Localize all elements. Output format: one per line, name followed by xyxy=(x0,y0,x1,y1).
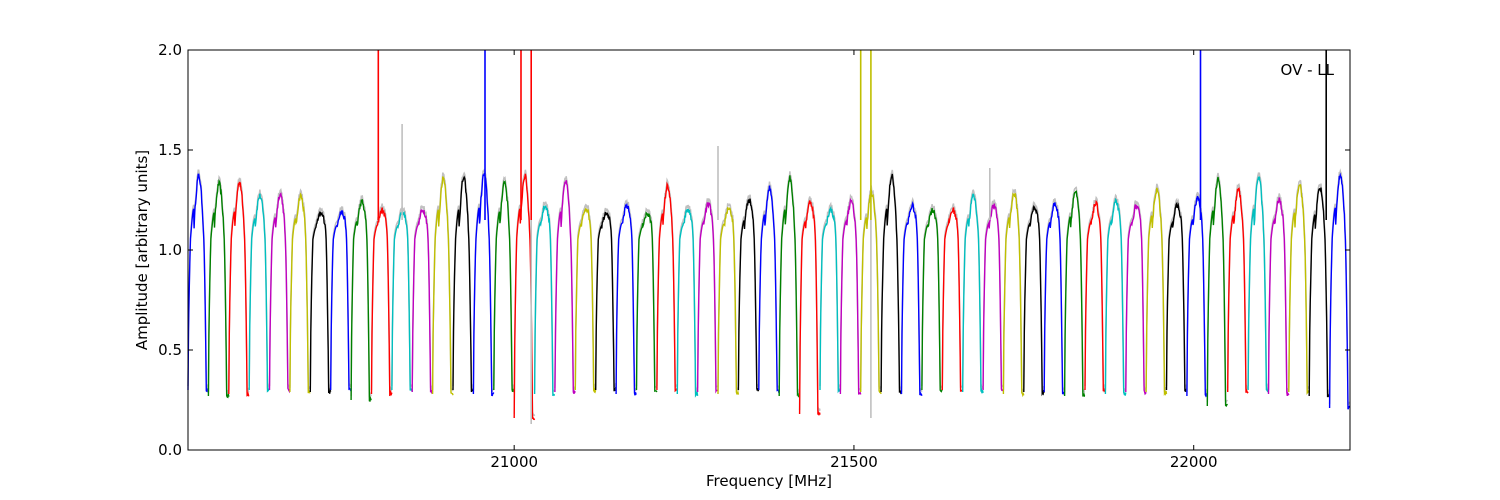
channel-trace-6 xyxy=(309,210,332,394)
channel-trace-52 xyxy=(1247,176,1270,393)
channel-trace-43 xyxy=(1063,190,1086,397)
channel-trace-14 xyxy=(472,172,495,397)
channel-trace-45 xyxy=(1104,197,1127,396)
channel-trace-54 xyxy=(1288,183,1310,396)
channel-trace-50 xyxy=(1206,176,1228,408)
channel-trace-51 xyxy=(1226,187,1249,394)
channel-trace-7 xyxy=(330,209,352,392)
channel-trace-48 xyxy=(1165,201,1188,393)
channel-trace-32 xyxy=(839,197,862,395)
channel-trace-11 xyxy=(411,208,434,395)
channel-trace-3 xyxy=(248,193,271,393)
channel-trace-41 xyxy=(1023,204,1045,397)
channel-trace-35 xyxy=(900,201,923,396)
channel-trace-9 xyxy=(370,207,393,397)
channel-trace-19 xyxy=(574,207,597,394)
channel-trace-49 xyxy=(1186,195,1208,398)
channel-trace-29 xyxy=(778,175,801,398)
channel-trace-56 xyxy=(1328,172,1351,410)
y-axis-label: Amplitude [arbitrary units] xyxy=(133,150,151,350)
channel-trace-37 xyxy=(941,207,963,392)
y-axis-ticks: 0.0 0.5 1.0 1.5 2.0 xyxy=(158,41,1350,459)
x-axis-ticks: 21000 21500 22000 xyxy=(490,50,1218,471)
channel-trace-20 xyxy=(595,211,617,392)
channel-trace-12 xyxy=(431,176,454,396)
y-tick-label-1: 0.5 xyxy=(158,341,182,359)
channel-trace-34 xyxy=(880,173,903,395)
channel-trace-15 xyxy=(493,180,515,394)
channel-trace-53 xyxy=(1267,197,1290,397)
channel-trace-42 xyxy=(1043,202,1065,395)
channel-trace-46 xyxy=(1125,204,1147,396)
channel-trace-28 xyxy=(758,185,780,394)
channel-trace-23 xyxy=(656,181,678,393)
channel-trace-44 xyxy=(1084,199,1106,393)
channel-trace-40 xyxy=(1002,192,1025,398)
x-axis-label: Frequency [MHz] xyxy=(706,472,832,490)
x-tick-label-0: 21000 xyxy=(490,453,538,471)
channel-trace-0 xyxy=(187,173,210,393)
channel-trace-36 xyxy=(921,207,943,393)
y-tick-label-0: 0.0 xyxy=(158,441,182,459)
channel-trace-24 xyxy=(676,208,699,398)
channel-trace-26 xyxy=(717,207,740,395)
spike-traces xyxy=(377,50,1327,424)
channel-trace-2 xyxy=(228,181,250,397)
channel-trace-1 xyxy=(207,179,230,399)
channel-trace-31 xyxy=(819,205,842,394)
channel-trace-21 xyxy=(615,202,637,396)
channel-trace-39 xyxy=(982,203,1005,392)
channel-trace-47 xyxy=(1145,187,1168,396)
y-tick-label-4: 2.0 xyxy=(158,41,182,59)
channel-trace-13 xyxy=(452,175,475,393)
y-tick-label-2: 1.0 xyxy=(158,241,182,259)
channel-trace-55 xyxy=(1308,187,1331,398)
x-tick-label-2: 22000 xyxy=(1170,453,1218,471)
channel-trace-4 xyxy=(268,192,291,394)
plot-frame xyxy=(188,50,1350,450)
channel-trace-30 xyxy=(798,200,821,416)
channel-trace-8 xyxy=(350,199,372,402)
channel-trace-18 xyxy=(554,180,576,395)
channel-trace-22 xyxy=(635,211,658,393)
y-tick-label-3: 1.5 xyxy=(158,141,182,159)
channel-trace-27 xyxy=(737,198,760,392)
channel-trace-17 xyxy=(533,205,555,397)
channel-traces xyxy=(187,168,1351,421)
plot-annotation: OV - LL xyxy=(1281,61,1335,79)
channel-trace-5 xyxy=(289,192,311,394)
x-tick-label-1: 21500 xyxy=(830,453,878,471)
channel-trace-25 xyxy=(696,202,719,394)
channel-trace-38 xyxy=(962,193,984,394)
